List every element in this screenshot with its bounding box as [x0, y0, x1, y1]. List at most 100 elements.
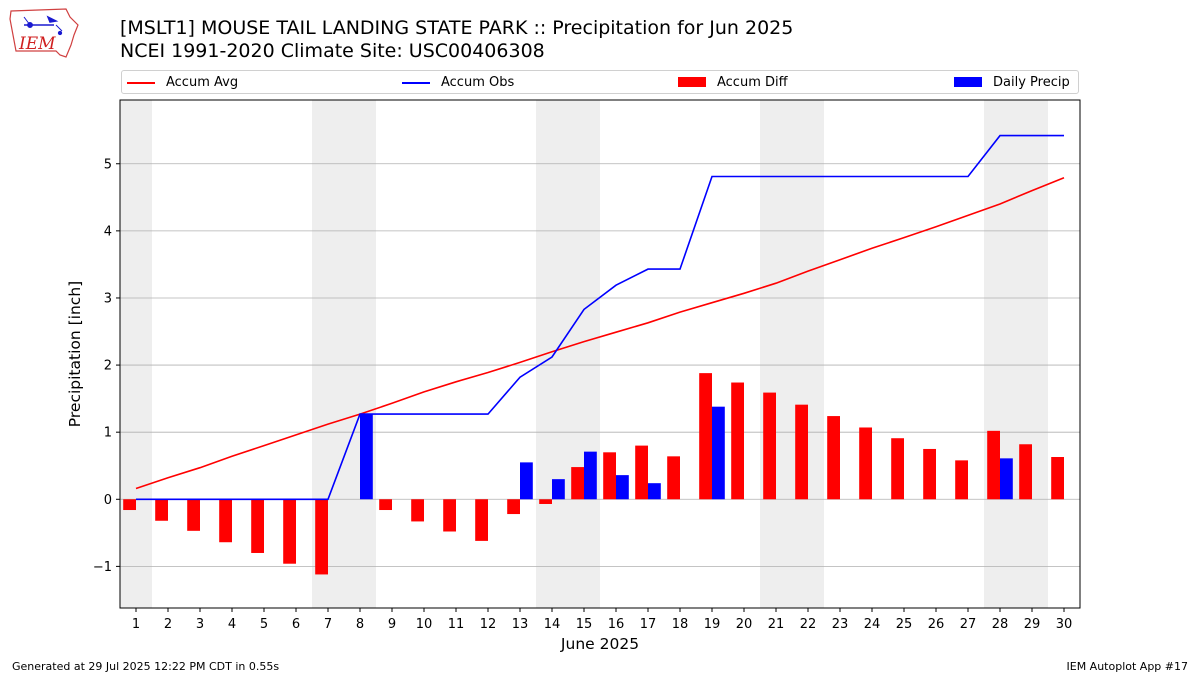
bar-accum-diff: [891, 438, 904, 500]
x-tick-label: 9: [388, 617, 396, 632]
x-tick-label: 26: [928, 617, 945, 632]
x-tick-label: 7: [324, 617, 332, 632]
x-tick-label: 22: [800, 617, 817, 632]
weekend-shading: [568, 100, 600, 608]
legend-swatch: [678, 77, 706, 87]
bar-accum-diff: [219, 499, 232, 543]
bar-accum-diff: [539, 499, 552, 504]
x-tick-label: 27: [960, 617, 977, 632]
bar-daily-precip: [360, 414, 373, 500]
bar-accum-diff: [667, 456, 680, 500]
legend-label: Accum Obs: [441, 75, 515, 90]
x-tick-label: 6: [292, 617, 300, 632]
line-accum-obs: [136, 134, 1064, 501]
bar-accum-diff: [123, 499, 136, 511]
bar-daily-precip: [1000, 458, 1013, 500]
x-tick-label: 17: [640, 617, 657, 632]
x-tick-label: 1: [132, 617, 140, 632]
bar-accum-diff: [315, 499, 328, 575]
legend-label: Daily Precip: [993, 75, 1070, 90]
x-axis-label: June 2025: [560, 635, 639, 653]
weekend-shading: [792, 100, 824, 608]
bar-accum-diff: [443, 499, 456, 532]
bar-daily-precip: [584, 451, 597, 500]
weekend-shading: [120, 100, 152, 608]
x-tick-label: 14: [544, 617, 561, 632]
y-tick-label: 4: [104, 224, 112, 239]
x-tick-label: 4: [228, 617, 236, 632]
x-tick-label: 20: [736, 617, 753, 632]
y-tick-label: 0: [104, 493, 112, 508]
bar-accum-diff: [699, 373, 712, 500]
legend-swatch: [127, 82, 155, 84]
x-tick-label: 19: [704, 617, 721, 632]
x-tick-label: 29: [1024, 617, 1041, 632]
bar-accum-diff: [731, 382, 744, 500]
y-axis-label: Precipitation [inch]: [66, 281, 84, 427]
chart-legend: Accum Avg Accum Obs Accum Diff Daily Pre…: [121, 70, 1079, 94]
iowa-state-outline: [9, 8, 79, 58]
weekend-shading: [984, 100, 1016, 608]
chart-title: [MSLT1] MOUSE TAIL LANDING STATE PARK ::…: [120, 17, 794, 39]
legend-swatch: [402, 82, 430, 84]
bar-accum-diff: [987, 430, 1000, 500]
bar-accum-diff: [283, 499, 296, 564]
x-tick-label: 8: [356, 617, 364, 632]
y-tick-label: 2: [104, 359, 112, 374]
bar-accum-diff: [763, 392, 776, 500]
logo-text: IEM: [18, 34, 56, 54]
bar-daily-precip: [520, 462, 533, 500]
bar-accum-diff: [379, 499, 392, 511]
bar-accum-diff: [1019, 444, 1032, 500]
bar-accum-diff: [795, 404, 808, 500]
x-tick-label: 3: [196, 617, 204, 632]
y-tick-label: 5: [104, 157, 112, 172]
x-tick-label: 25: [896, 617, 913, 632]
y-tick-label: 3: [104, 291, 112, 306]
weekend-shading: [536, 100, 568, 608]
bar-accum-diff: [507, 499, 520, 515]
bar-accum-diff: [155, 499, 168, 521]
bar-accum-diff: [635, 445, 648, 500]
iem-logo: IEM: [9, 8, 79, 58]
x-tick-label: 18: [672, 617, 689, 632]
bar-accum-diff: [251, 499, 264, 553]
weekend-shading: [1016, 100, 1048, 608]
legend-label: Accum Avg: [166, 75, 239, 90]
app-label: IEM Autoplot App #17: [1066, 660, 1189, 673]
x-tick-label: 12: [480, 617, 497, 632]
generated-timestamp: Generated at 29 Jul 2025 12:22 PM CDT in…: [12, 660, 280, 673]
x-tick-label: 21: [768, 617, 785, 632]
bar-accum-diff: [923, 448, 936, 500]
x-tick-label: 13: [512, 617, 529, 632]
x-tick-label: 28: [992, 617, 1009, 632]
x-tick-label: 24: [864, 617, 881, 632]
bar-accum-diff: [475, 499, 488, 541]
x-tick-label: 11: [448, 617, 465, 632]
bar-daily-precip: [616, 475, 629, 500]
bar-accum-diff: [859, 427, 872, 500]
bar-daily-precip: [648, 483, 661, 500]
x-tick-label: 30: [1056, 617, 1073, 632]
bar-accum-diff: [827, 416, 840, 500]
bar-accum-diff: [603, 452, 616, 500]
x-tick-label: 5: [260, 617, 268, 632]
plot-frame: [119, 99, 1081, 609]
legend-swatch: [954, 77, 982, 87]
bar-accum-diff: [1051, 457, 1064, 500]
x-tick-label: 2: [164, 617, 172, 632]
line-accum-avg: [135, 177, 1065, 490]
x-tick-label: 23: [832, 617, 849, 632]
weekend-shading: [760, 100, 792, 608]
bar-accum-diff: [955, 460, 968, 500]
x-tick-label: 15: [576, 617, 593, 632]
x-tick-label: 10: [416, 617, 433, 632]
chart-subtitle: NCEI 1991-2020 Climate Site: USC00406308: [120, 40, 545, 62]
weekend-shading: [344, 100, 376, 608]
x-tick-label: 16: [608, 617, 625, 632]
legend-label: Accum Diff: [717, 75, 788, 90]
bar-accum-diff: [411, 499, 424, 522]
bar-accum-diff: [187, 499, 200, 531]
bar-daily-precip: [712, 406, 725, 500]
